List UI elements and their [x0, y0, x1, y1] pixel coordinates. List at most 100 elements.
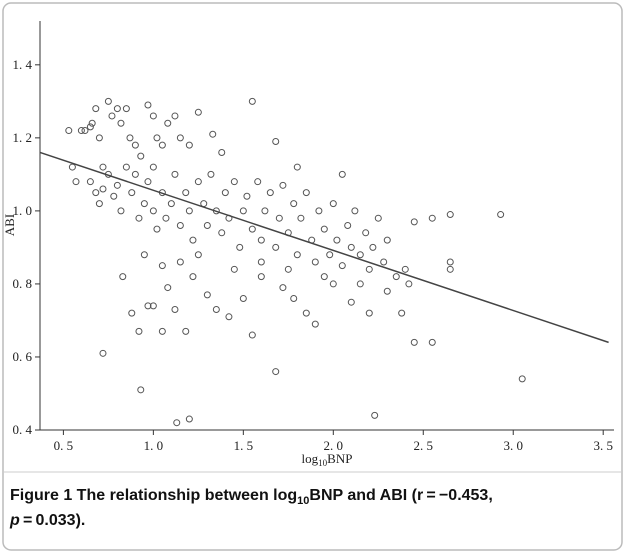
- point: [347, 298, 355, 306]
- point: [162, 214, 170, 222]
- point: [185, 415, 193, 423]
- point: [207, 170, 215, 178]
- caption-figure: Figure 1: [10, 487, 72, 504]
- point: [86, 123, 94, 131]
- point: [257, 273, 265, 281]
- point: [140, 200, 148, 208]
- point: [92, 105, 100, 113]
- point: [428, 214, 436, 222]
- point: [144, 178, 152, 186]
- caption-p: p: [9, 512, 20, 529]
- point: [248, 331, 256, 339]
- point: [236, 243, 244, 251]
- point: [128, 309, 136, 317]
- point: [290, 200, 298, 208]
- point: [137, 386, 145, 394]
- point: [88, 119, 96, 127]
- point: [230, 265, 238, 273]
- point: [365, 309, 373, 317]
- point: [203, 291, 211, 299]
- point: [99, 349, 107, 357]
- x-axis-label: log10BNP: [302, 451, 353, 468]
- point: [182, 189, 190, 197]
- caption-sub: 10: [297, 495, 309, 507]
- point: [254, 178, 262, 186]
- point: [122, 105, 130, 113]
- point: [405, 280, 413, 288]
- point: [293, 163, 301, 171]
- point: [77, 127, 85, 135]
- point: [218, 229, 226, 237]
- point: [338, 262, 346, 270]
- point: [248, 225, 256, 233]
- point: [351, 207, 359, 215]
- point: [302, 309, 310, 317]
- point: [131, 170, 139, 178]
- point: [371, 411, 379, 419]
- x-tick-label: 1. 5: [234, 438, 254, 453]
- point: [81, 127, 89, 135]
- point: [108, 112, 116, 120]
- caption-part: The relationship between log: [72, 487, 297, 504]
- point: [158, 262, 166, 270]
- point: [320, 273, 328, 281]
- point: [65, 127, 73, 135]
- point: [171, 112, 179, 120]
- point: [326, 251, 334, 259]
- point: [398, 309, 406, 317]
- point: [315, 207, 323, 215]
- point: [135, 327, 143, 335]
- caption: Figure 1 The relationship between log10B…: [10, 487, 493, 507]
- point: [257, 236, 265, 244]
- point: [122, 163, 130, 171]
- point: [365, 265, 373, 273]
- point: [128, 189, 136, 197]
- point: [164, 119, 172, 127]
- point: [189, 236, 197, 244]
- point: [329, 280, 337, 288]
- point: [338, 170, 346, 178]
- point: [230, 178, 238, 186]
- point: [284, 265, 292, 273]
- point: [135, 214, 143, 222]
- point: [401, 265, 409, 273]
- point: [279, 181, 287, 189]
- point: [173, 419, 181, 427]
- point: [272, 368, 280, 376]
- point: [153, 134, 161, 142]
- y-tick-label: 0. 4: [13, 422, 33, 437]
- point: [149, 207, 157, 215]
- point: [153, 225, 161, 233]
- point: [131, 141, 139, 149]
- point: [383, 287, 391, 295]
- point: [272, 138, 280, 146]
- point: [194, 178, 202, 186]
- point: [158, 141, 166, 149]
- point: [144, 101, 152, 109]
- point: [117, 207, 125, 215]
- point: [218, 148, 226, 156]
- x-tick-label: 3. 5: [593, 438, 613, 453]
- point: [410, 218, 418, 226]
- point: [104, 97, 112, 105]
- point: [410, 338, 418, 346]
- point: [149, 112, 157, 120]
- point: [176, 222, 184, 229]
- x-tick-label: 2. 5: [414, 438, 434, 453]
- point: [272, 243, 280, 251]
- point: [392, 273, 400, 281]
- point: [189, 273, 197, 281]
- point: [99, 163, 107, 171]
- point: [293, 251, 301, 259]
- x-tick-label: 2. 0: [324, 438, 344, 453]
- point: [279, 284, 287, 292]
- point: [380, 258, 388, 266]
- point: [446, 258, 454, 266]
- point: [86, 178, 94, 186]
- caption-part: BNP and ABI (r = −0.453,: [309, 487, 492, 504]
- point: [113, 181, 121, 189]
- point: [225, 313, 233, 321]
- point: [171, 305, 179, 313]
- x-label-main: log: [302, 451, 319, 466]
